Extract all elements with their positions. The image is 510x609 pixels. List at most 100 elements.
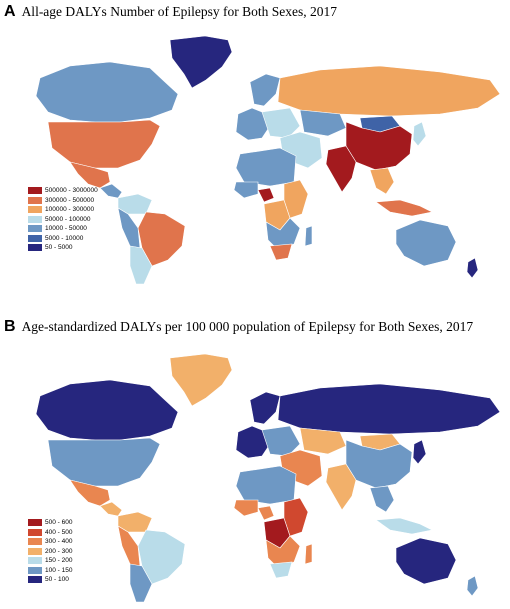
a-legend-swatch — [28, 244, 42, 252]
map-b-region-argentina-chile — [129, 563, 153, 602]
a-legend-item: 300000 - 500000 — [28, 196, 98, 206]
map-b-region-indonesia — [375, 517, 433, 535]
map-b-region-mexico — [69, 479, 111, 507]
map-a-region-australia — [395, 219, 457, 267]
panel-a-letter: A — [4, 3, 16, 20]
map-a-region-europe-west — [235, 107, 271, 141]
map-b-region-north-africa — [235, 465, 297, 505]
a-legend-label: 10000 - 50000 — [45, 225, 87, 233]
b-legend-label: 300 - 400 — [45, 538, 73, 546]
a-legend-item: 50 - 5000 — [28, 243, 98, 253]
map-a-region-scandinavia — [249, 73, 281, 107]
b-legend-swatch — [28, 519, 42, 527]
map-b-region-southeast-asia — [369, 485, 395, 513]
map-a-region-southern-africa — [265, 217, 301, 251]
a-legend-item: 50000 - 100000 — [28, 215, 98, 225]
panel-a-title-text: All-age DALYs Number of Epilepsy for Bot… — [21, 4, 338, 19]
a-legend-label: 50 - 5000 — [45, 244, 73, 252]
b-legend-label: 150 - 200 — [45, 557, 73, 565]
map-a-region-canada — [35, 61, 179, 123]
b-legend-swatch — [28, 576, 42, 584]
map-b-region-eastern-europe — [261, 425, 301, 457]
b-legend-label: 100 - 150 — [45, 566, 73, 574]
b-legend-swatch — [28, 528, 42, 536]
panel-b-letter: B — [4, 318, 16, 335]
panel-b: B Age-standardized DALYs per 100 000 popu… — [0, 300, 510, 609]
b-legend-swatch — [28, 566, 42, 574]
a-legend-item: 100000 - 300000 — [28, 205, 98, 215]
b-legend-label: 500 - 600 — [45, 519, 73, 527]
map-a-region-central-america — [99, 183, 123, 199]
map-a-region-brazil — [137, 211, 186, 267]
map-a-region-southeast-asia — [369, 167, 395, 195]
map-a-region-nigeria — [257, 187, 275, 203]
map-b-region-japan — [412, 439, 427, 465]
a-legend-label: 50000 - 100000 — [45, 215, 91, 223]
map-a-region-greenland — [169, 35, 233, 89]
b-legend-item: 200 - 300 — [28, 547, 72, 557]
world-map-a — [35, 35, 501, 284]
map-a-region-india — [325, 145, 357, 193]
map-a-region-indonesia — [375, 199, 433, 217]
b-legend-label: 50 - 100 — [45, 576, 69, 584]
panel-b-title-text: Age-standardized DALYs per 100 000 popul… — [21, 319, 474, 334]
a-legend-swatch — [28, 206, 42, 214]
a-legend-label: 300000 - 500000 — [45, 196, 95, 204]
map-b-region-europe-west — [235, 425, 271, 459]
map-b-region-madagascar — [304, 543, 313, 565]
map-a-region-russia — [277, 65, 501, 117]
a-legend-label: 5000 - 10000 — [45, 234, 84, 242]
map-b-region-central-america — [99, 501, 123, 517]
a-legend-swatch — [28, 215, 42, 223]
map-b-region-nigeria — [257, 505, 275, 521]
map-a-region-west-africa — [233, 181, 259, 199]
a-legend-label: 100000 - 300000 — [45, 206, 95, 214]
map-b-region-australia — [395, 537, 457, 585]
map-a-region-mexico — [69, 161, 111, 189]
a-legend-item: 500000 - 3000000 — [28, 186, 98, 196]
map-b-region-scandinavia — [249, 391, 281, 425]
map-b-region-india — [325, 463, 357, 511]
b-legend-item: 150 - 200 — [28, 556, 72, 566]
map-a-region-new-zealand — [466, 257, 479, 279]
map-b-region-southern-africa — [265, 535, 301, 569]
map-a-region-north-africa — [235, 147, 297, 187]
panel-b-title: B Age-standardized DALYs per 100 000 popu… — [4, 318, 473, 336]
b-legend-item: 400 - 500 — [28, 528, 72, 538]
map-a-region-argentina-chile — [129, 245, 153, 284]
map-a-region-south-africa — [269, 243, 293, 261]
map-b-region-greenland — [169, 353, 233, 407]
map-b-region-west-africa — [233, 499, 259, 517]
panel-a: A All-age DALYs Number of Epilepsy for Bo… — [0, 0, 510, 300]
map-a-region-eastern-europe — [261, 107, 301, 139]
map-b-region-new-zealand — [466, 575, 479, 597]
map-a-region-madagascar — [304, 225, 313, 247]
b-legend-item: 500 - 600 — [28, 518, 72, 528]
map-a-region-usa — [47, 119, 161, 169]
map-b-region-canada — [35, 379, 179, 441]
map-b-region-east-africa — [283, 497, 309, 537]
a-legend-swatch — [28, 234, 42, 242]
map-a-region-japan — [412, 121, 427, 147]
map-b-region-kazakhstan — [299, 427, 347, 455]
map-b-region-usa — [47, 437, 161, 487]
map-a-region-kazakhstan — [299, 109, 347, 137]
legend-b: 500 - 600 400 - 500 300 - 400 200 - 300 150 … — [28, 518, 72, 585]
b-legend-item: 300 - 400 — [28, 537, 72, 547]
b-legend-swatch — [28, 547, 42, 555]
legend-a: 500000 - 3000000 300000 - 500000 100000 - … — [28, 186, 98, 253]
a-legend-swatch — [28, 196, 42, 204]
a-legend-swatch — [28, 187, 42, 195]
map-b-region-russia — [277, 383, 501, 435]
b-legend-label: 200 - 300 — [45, 547, 73, 555]
map-b-region-brazil — [137, 529, 186, 585]
a-legend-label: 500000 - 3000000 — [45, 187, 98, 195]
b-legend-swatch — [28, 557, 42, 565]
a-legend-item: 5000 - 10000 — [28, 234, 98, 244]
map-b-region-south-africa — [269, 561, 293, 579]
b-legend-label: 400 - 500 — [45, 528, 73, 536]
panel-a-title: A All-age DALYs Number of Epilepsy for Bo… — [4, 3, 337, 21]
b-legend-swatch — [28, 538, 42, 546]
b-legend-item: 100 - 150 — [28, 566, 72, 576]
world-map-b — [35, 353, 501, 602]
